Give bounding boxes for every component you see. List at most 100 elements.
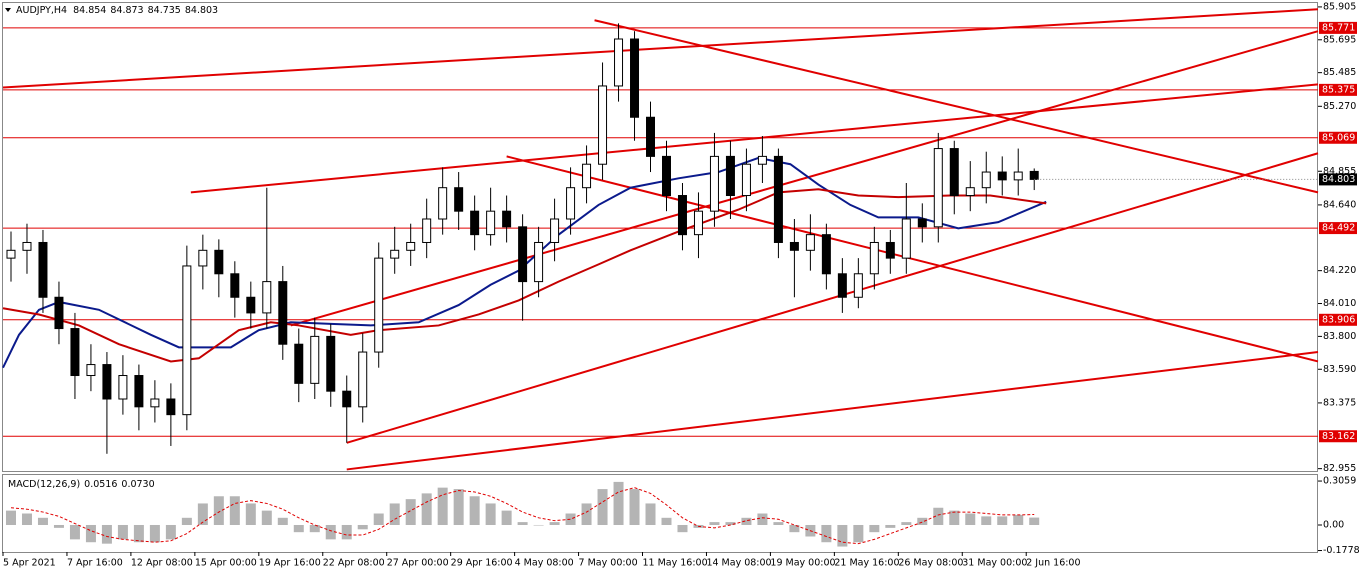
trend-line (346, 152, 1319, 444)
macd-bar (325, 524, 336, 540)
candle-body (134, 375, 144, 408)
macd-bar (565, 513, 576, 525)
open-value: 84.854 (73, 5, 106, 16)
macd-bar (101, 524, 112, 544)
candle-body (166, 398, 176, 416)
candle-body (406, 241, 416, 251)
candle-body (741, 163, 751, 197)
signal-value: 0.0730 (121, 479, 154, 490)
candle-body (486, 210, 496, 236)
macd-bar (517, 522, 528, 525)
x-tick-label: 31 May 00:00 (962, 558, 1027, 569)
candle-body (534, 241, 544, 283)
x-tick-label: 29 Apr 16:00 (451, 558, 513, 569)
macd-bar (885, 524, 896, 528)
macd-bar (309, 524, 320, 533)
macd-bar (181, 517, 192, 525)
macd-bar (533, 524, 544, 526)
y-tick-label: 85.485 (1323, 67, 1356, 78)
level-label: 85.375 (1322, 84, 1355, 95)
x-tick-label: 26 May 08:00 (898, 558, 963, 569)
level-label: 83.906 (1322, 314, 1355, 325)
candle-body (646, 116, 656, 157)
moving-average (2, 188, 1047, 363)
candle-body (677, 195, 687, 236)
candle-body (981, 171, 991, 189)
candle-body (965, 187, 975, 197)
candle-body (262, 281, 272, 314)
x-tick-label: 5 Apr 2021 (3, 558, 56, 569)
candle-body (885, 241, 895, 259)
macd-bar (117, 524, 128, 540)
y-tick-label: 84.010 (1323, 298, 1356, 309)
candle-body (390, 249, 400, 259)
candle-body (789, 241, 799, 251)
macd-bar (453, 489, 464, 525)
macd-bar (133, 524, 144, 543)
chart-header: AUDJPY,H4 84.854 84.873 84.735 84.803 (16, 5, 218, 16)
x-tick-label: 27 Apr 00:00 (387, 558, 449, 569)
candle-body (566, 187, 576, 220)
x-tick-label: 11 May 16:00 (643, 558, 708, 569)
candle-body (326, 335, 336, 392)
level-label: 85.069 (1322, 132, 1355, 143)
macd-bar (661, 517, 672, 525)
candle-body (54, 296, 64, 330)
candle-body (246, 296, 256, 314)
macd-y-tick-label: -0.1778 (1323, 545, 1360, 556)
candle-body (869, 241, 879, 275)
x-tick-label: 19 Apr 16:00 (259, 558, 321, 569)
macd-bar (5, 510, 16, 525)
candle-body (278, 281, 288, 345)
candle-body (661, 155, 671, 197)
y-tick-label: 83.375 (1323, 397, 1356, 408)
macd-bar (949, 510, 960, 525)
candle-body (422, 218, 432, 243)
macd-bar (149, 524, 160, 543)
macd-bar (229, 496, 240, 525)
candle-body (22, 241, 32, 251)
macd-bar (677, 524, 688, 533)
symbol: AUDJPY,H4 (16, 5, 67, 16)
candle-body (933, 148, 943, 228)
candle-body (358, 351, 368, 408)
candle-body (454, 187, 464, 212)
candle-body (757, 155, 767, 165)
macd-signal (10, 487, 1035, 545)
candle-body (118, 375, 128, 400)
candle-body (470, 210, 480, 236)
level-label-box (1319, 83, 1357, 96)
x-tick-label: 7 Apr 16:00 (67, 558, 123, 569)
candle-body (1029, 170, 1039, 180)
macd-bar (773, 522, 784, 525)
macd-bar (1029, 517, 1040, 525)
macd-bar (165, 524, 176, 540)
macd-bar (357, 524, 368, 530)
y-tick-label: 84.640 (1323, 199, 1356, 210)
macd-bar (501, 510, 512, 525)
candle-body (518, 226, 528, 283)
macd-bar (853, 524, 864, 543)
macd-bar (213, 496, 224, 525)
candle-body (214, 249, 224, 275)
macd-bar (965, 513, 976, 525)
y-tick-label: 83.800 (1323, 331, 1356, 342)
candle-body (342, 390, 352, 408)
x-tick-label: 14 May 08:00 (706, 558, 771, 569)
candle-body (70, 328, 80, 377)
collapse-icon[interactable] (5, 8, 11, 12)
macd-bar (37, 517, 48, 525)
candle-body (502, 210, 512, 228)
macd-bar (837, 524, 848, 547)
macd-bar (1013, 514, 1024, 525)
trend-line (290, 30, 1319, 327)
macd-bar (53, 524, 64, 528)
x-tick-label: 2 Jun 16:00 (1026, 558, 1080, 569)
candle-body (438, 187, 448, 220)
current-price-box (1319, 173, 1357, 186)
candle-body (6, 249, 16, 259)
candle-body (693, 210, 703, 236)
macd-bar (789, 524, 800, 533)
macd-bar (709, 522, 720, 525)
